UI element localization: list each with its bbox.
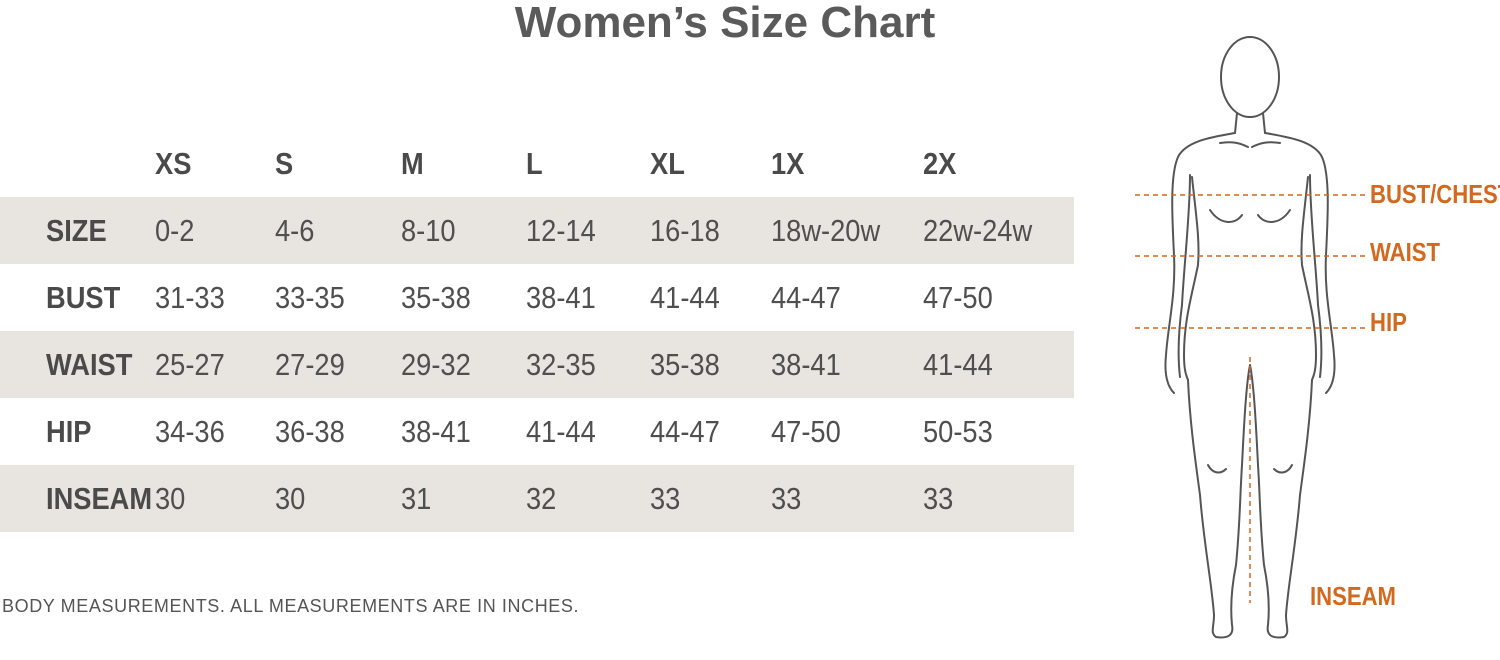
table-cell: 30 bbox=[155, 481, 186, 516]
column-header-m: M bbox=[401, 146, 424, 181]
table-cell: 33 bbox=[650, 481, 681, 516]
row-label-size: SIZE bbox=[46, 213, 107, 248]
table-row-size: SIZE 0-2 4-6 8-10 12-14 16-18 18w-20w 22… bbox=[0, 197, 1074, 264]
body-outline-illustration bbox=[1135, 36, 1365, 639]
hip-label: HIP bbox=[1370, 307, 1407, 337]
row-label-inseam: INSEAM bbox=[46, 481, 153, 516]
table-cell: 38-41 bbox=[526, 280, 596, 315]
table-cell: 41-44 bbox=[526, 414, 596, 449]
column-header-s: S bbox=[275, 146, 294, 181]
table-row-bust: BUST 31-33 33-35 35-38 38-41 41-44 44-47… bbox=[0, 264, 1074, 331]
table-cell: 27-29 bbox=[275, 347, 345, 382]
table-row-inseam: INSEAM 30 30 31 32 33 33 33 bbox=[0, 465, 1074, 532]
page-title: Women’s Size Chart bbox=[514, 0, 936, 47]
table-row-hip: HIP 34-36 36-38 38-41 41-44 44-47 47-50 … bbox=[0, 398, 1074, 465]
table-cell: 0-2 bbox=[155, 213, 195, 248]
column-header-xs: XS bbox=[155, 146, 192, 181]
table-cell: 35-38 bbox=[401, 280, 471, 315]
table-cell: 33 bbox=[923, 481, 954, 516]
table-cell: 47-50 bbox=[923, 280, 993, 315]
table-cell: 31 bbox=[401, 481, 432, 516]
table-cell: 16-18 bbox=[650, 213, 720, 248]
table-cell: 22w-24w bbox=[923, 213, 1033, 248]
row-label-bust: BUST bbox=[46, 280, 121, 315]
size-table: XS S M L XL 1X 2X SIZE 0-2 4-6 8-10 12-1… bbox=[0, 130, 1074, 532]
table-cell: 38-41 bbox=[771, 347, 841, 382]
row-label-waist: WAIST bbox=[46, 347, 133, 382]
inseam-label: INSEAM bbox=[1310, 581, 1396, 611]
column-header-xl: XL bbox=[650, 146, 685, 181]
bust-chest-label: BUST/CHEST bbox=[1370, 179, 1500, 209]
table-cell: 31-33 bbox=[155, 280, 225, 315]
table-cell: 18w-20w bbox=[771, 213, 881, 248]
table-cell: 35-38 bbox=[650, 347, 720, 382]
column-header-2x: 2X bbox=[923, 146, 957, 181]
body-figure: BUST/CHEST WAIST HIP INSEAM bbox=[1120, 25, 1500, 655]
table-cell: 47-50 bbox=[771, 414, 841, 449]
table-cell: 36-38 bbox=[275, 414, 345, 449]
waist-label: WAIST bbox=[1370, 237, 1440, 267]
table-cell: 50-53 bbox=[923, 414, 993, 449]
table-cell: 34-36 bbox=[155, 414, 225, 449]
row-label-hip: HIP bbox=[46, 414, 92, 449]
table-cell: 8-10 bbox=[401, 213, 456, 248]
table-header-row: XS S M L XL 1X 2X bbox=[0, 130, 1074, 197]
table-cell: 29-32 bbox=[401, 347, 471, 382]
table-cell: 12-14 bbox=[526, 213, 596, 248]
table-cell: 32-35 bbox=[526, 347, 596, 382]
table-cell: 4-6 bbox=[275, 213, 315, 248]
column-header-l: L bbox=[526, 146, 543, 181]
table-cell: 25-27 bbox=[155, 347, 225, 382]
table-cell: 41-44 bbox=[923, 347, 993, 382]
table-cell: 30 bbox=[275, 481, 306, 516]
table-cell: 33 bbox=[771, 481, 802, 516]
table-row-waist: WAIST 25-27 27-29 29-32 32-35 35-38 38-4… bbox=[0, 331, 1074, 398]
table-cell: 44-47 bbox=[650, 414, 720, 449]
table-cell: 33-35 bbox=[275, 280, 345, 315]
measurement-note: BODY MEASUREMENTS. ALL MEASUREMENTS ARE … bbox=[2, 596, 580, 616]
table-cell: 38-41 bbox=[401, 414, 471, 449]
table-cell: 32 bbox=[526, 481, 557, 516]
column-header-1x: 1X bbox=[771, 146, 805, 181]
table-cell: 44-47 bbox=[771, 280, 841, 315]
table-cell: 41-44 bbox=[650, 280, 720, 315]
